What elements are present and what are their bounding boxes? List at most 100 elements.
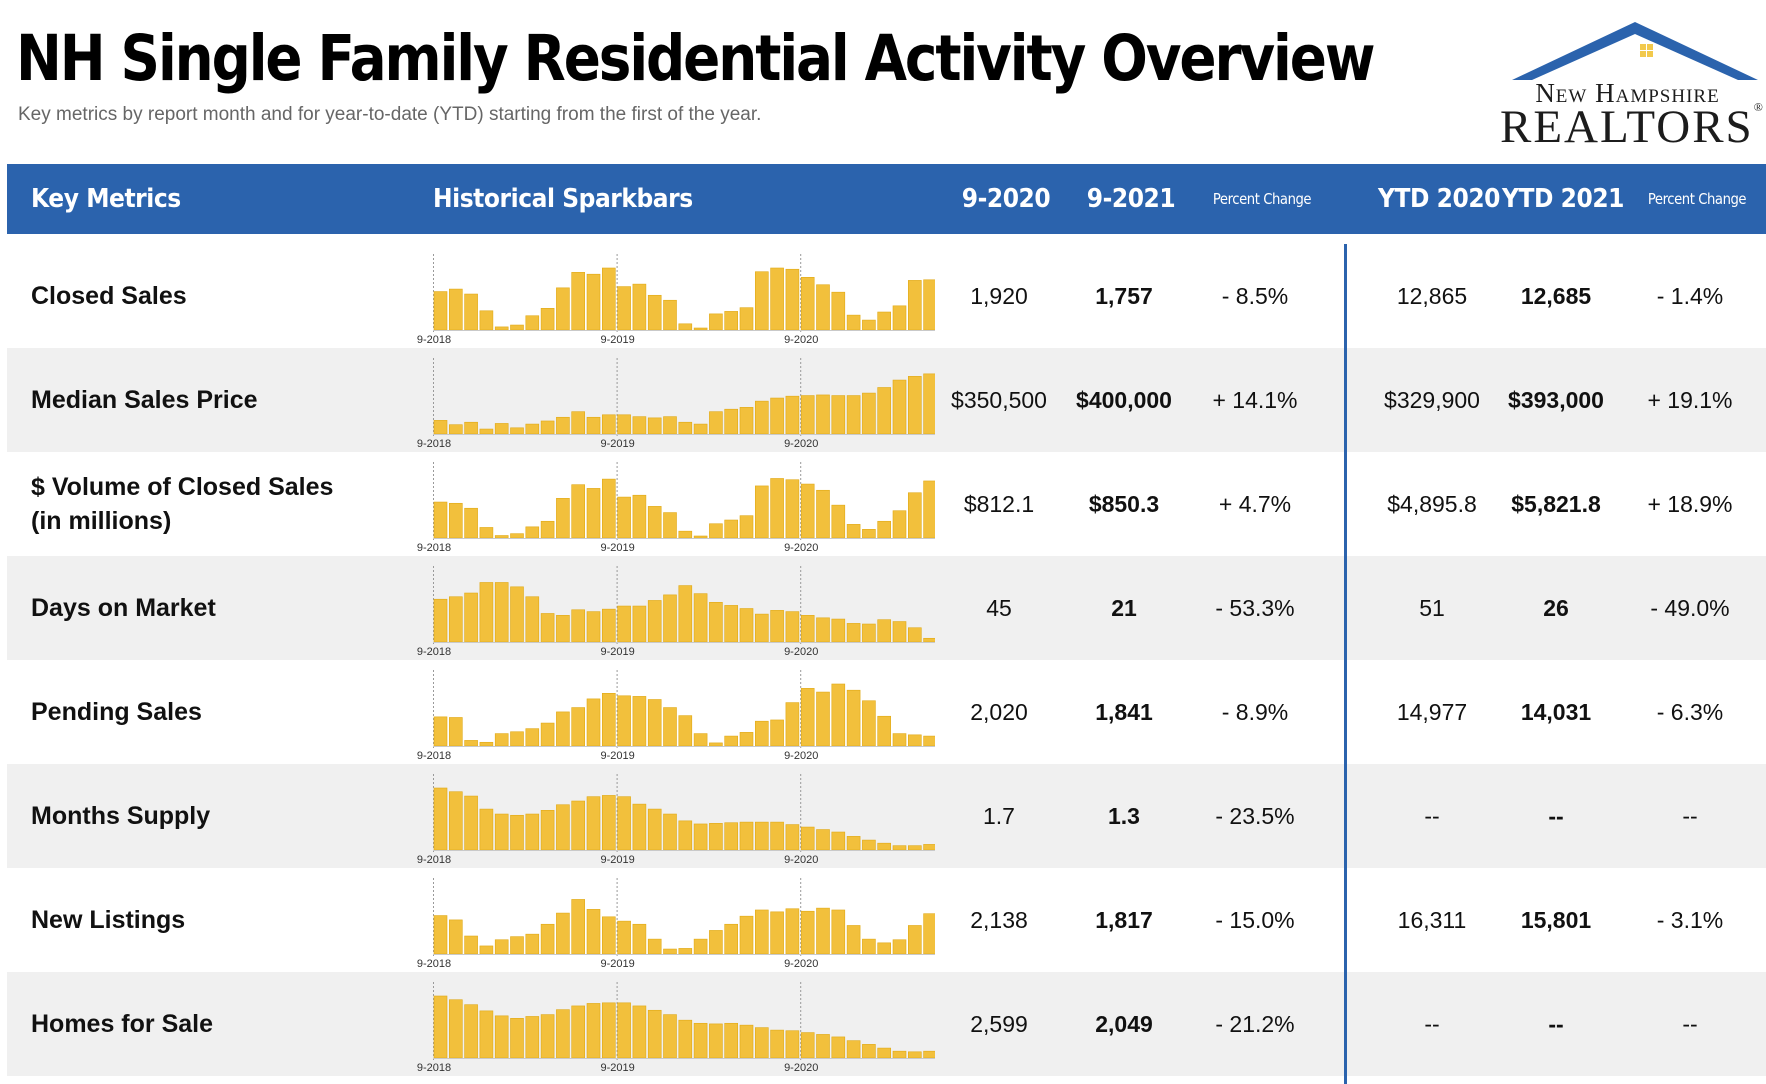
sparkbar-bar bbox=[448, 717, 463, 747]
sparkbar-bar bbox=[647, 417, 662, 435]
sparkbar-bar bbox=[479, 808, 494, 851]
sparkbar-bar bbox=[433, 787, 448, 851]
sparkbar-bar bbox=[693, 1022, 708, 1059]
sparkbar-bar bbox=[525, 526, 540, 539]
sparkbar-bar bbox=[754, 613, 769, 643]
sparkbar-bar bbox=[785, 824, 800, 851]
sparkbar-bar bbox=[479, 741, 494, 747]
sparkbar-bar bbox=[754, 720, 769, 747]
sparkbar-bar bbox=[785, 395, 800, 435]
sparkbar-bar bbox=[433, 716, 448, 747]
sparkbar-bar bbox=[510, 533, 524, 539]
sparkbar-bar bbox=[862, 700, 876, 747]
sparkbar-bar bbox=[571, 609, 585, 643]
sparkbar-bar bbox=[464, 592, 478, 643]
sparkbar-bar bbox=[663, 707, 677, 747]
value-month-prev: 1.7 bbox=[983, 803, 1015, 829]
sparkbar-bar bbox=[647, 938, 662, 955]
sparkbar-bar bbox=[862, 1044, 876, 1059]
sparkbar-bar bbox=[754, 400, 769, 435]
sparkbar-bar bbox=[739, 1024, 754, 1059]
sparkbar-bar bbox=[479, 428, 494, 435]
sparkbar-bar bbox=[724, 311, 739, 331]
sparkbar-tick-label: 9-2020 bbox=[784, 1062, 818, 1074]
header-key-metrics: Key Metrics bbox=[31, 184, 181, 214]
sparkbar-bar bbox=[448, 919, 463, 955]
table-row: Median Sales Price9-20189-20199-20209-20… bbox=[7, 348, 1766, 452]
sparkbar-bar bbox=[754, 271, 769, 331]
value-pct-change: - 23.5% bbox=[1215, 803, 1295, 829]
sparkbar-bar bbox=[448, 999, 463, 1059]
sparkbar-bar bbox=[693, 593, 708, 643]
value-month-prev: 2,138 bbox=[970, 907, 1028, 933]
sparkbar-bar bbox=[877, 1047, 892, 1059]
sparkbar-bar bbox=[540, 923, 555, 955]
sparkbar-bar bbox=[877, 942, 892, 955]
sparkbar-bar bbox=[678, 948, 693, 955]
sparkbar-bar bbox=[846, 1040, 861, 1059]
sparkbar-bar bbox=[647, 699, 662, 747]
sparkbar-bar bbox=[770, 478, 784, 539]
sparkbar-bar bbox=[709, 930, 723, 955]
logo-line1: New Hampshire bbox=[1535, 78, 1720, 108]
sparkbar-tick-label: 9-2019 bbox=[600, 1062, 634, 1074]
sparkbar-bar bbox=[816, 691, 830, 747]
sparkbar-bar bbox=[785, 268, 800, 331]
sparkbar-bar bbox=[846, 314, 861, 331]
sparkbar-bar bbox=[632, 416, 647, 435]
sparkbar-bar bbox=[448, 502, 463, 539]
header-ytd-pct-change: Percent Change bbox=[1647, 190, 1747, 208]
sparkbar-bar bbox=[770, 719, 784, 747]
value-ytd-prev: $329,900 bbox=[1384, 387, 1480, 413]
sparkbar-bar bbox=[540, 722, 555, 747]
sparkbar-bar bbox=[571, 707, 585, 747]
sparkbar-bar bbox=[663, 813, 677, 851]
value-month-cur: 21 bbox=[1111, 595, 1137, 621]
sparkbar-bar bbox=[800, 615, 815, 643]
value-month-cur: 1,841 bbox=[1095, 699, 1153, 725]
sparkbar-bar bbox=[494, 1015, 509, 1059]
sparkbar-tick-label: 9-2019 bbox=[600, 646, 634, 658]
sparkbar-bar bbox=[831, 618, 846, 643]
header-ytd-prev: YTD 2020 bbox=[1377, 184, 1501, 214]
value-pct-change: + 4.7% bbox=[1218, 491, 1292, 517]
sparkbar-tick-label: 9-2018 bbox=[417, 334, 451, 346]
sparkbar-bar bbox=[862, 839, 876, 851]
sparkbar-bar bbox=[586, 909, 601, 955]
sparkbar-bar bbox=[862, 392, 876, 435]
sparkbar-bar bbox=[816, 489, 830, 539]
sparkbar-bar bbox=[907, 1051, 922, 1059]
sparkbar-bar bbox=[433, 420, 448, 435]
sparkbar-bar bbox=[448, 424, 463, 435]
sparkbar-tick-label: 9-2018 bbox=[417, 542, 451, 554]
sparkbar-bar bbox=[510, 936, 524, 955]
sparkbar-bar bbox=[724, 519, 739, 539]
sparkbar-bar bbox=[525, 315, 540, 331]
sparkbar-bar bbox=[877, 715, 892, 747]
sparkbar-bar bbox=[525, 728, 540, 747]
sparkbar-bar bbox=[678, 1019, 693, 1059]
sparkbar-bar bbox=[494, 813, 509, 851]
header-month-prev: 9-2020 bbox=[961, 184, 1051, 214]
table-row: Closed Sales9-20189-20199-20209-20211,92… bbox=[7, 244, 1766, 348]
sparkbar-bar bbox=[785, 1030, 800, 1059]
sparkbar-bar bbox=[617, 286, 631, 331]
sparkbar-tick-label: 9-2020 bbox=[784, 438, 818, 450]
sparkbar-bar bbox=[464, 293, 478, 331]
sparkbar-bar bbox=[510, 1018, 524, 1059]
sparkbar-tick-label: 9-2018 bbox=[417, 438, 451, 450]
value-ytd-cur: -- bbox=[1548, 1011, 1564, 1037]
sparkbar-bar bbox=[907, 734, 922, 747]
value-ytd-prev: -- bbox=[1424, 1011, 1440, 1037]
header-pct-change: Percent Change bbox=[1212, 190, 1312, 208]
sparkbar-bar bbox=[724, 1022, 739, 1059]
value-ytd-pct-change: + 19.1% bbox=[1647, 387, 1733, 413]
value-ytd-prev: 12,865 bbox=[1396, 283, 1468, 309]
sparkbar-bar bbox=[846, 524, 861, 539]
value-month-prev: $350,500 bbox=[951, 387, 1047, 413]
value-month-cur: $850.3 bbox=[1088, 491, 1160, 517]
sparkbar-bar bbox=[907, 280, 922, 331]
sparkbar-tick-label: 9-2018 bbox=[417, 854, 451, 866]
